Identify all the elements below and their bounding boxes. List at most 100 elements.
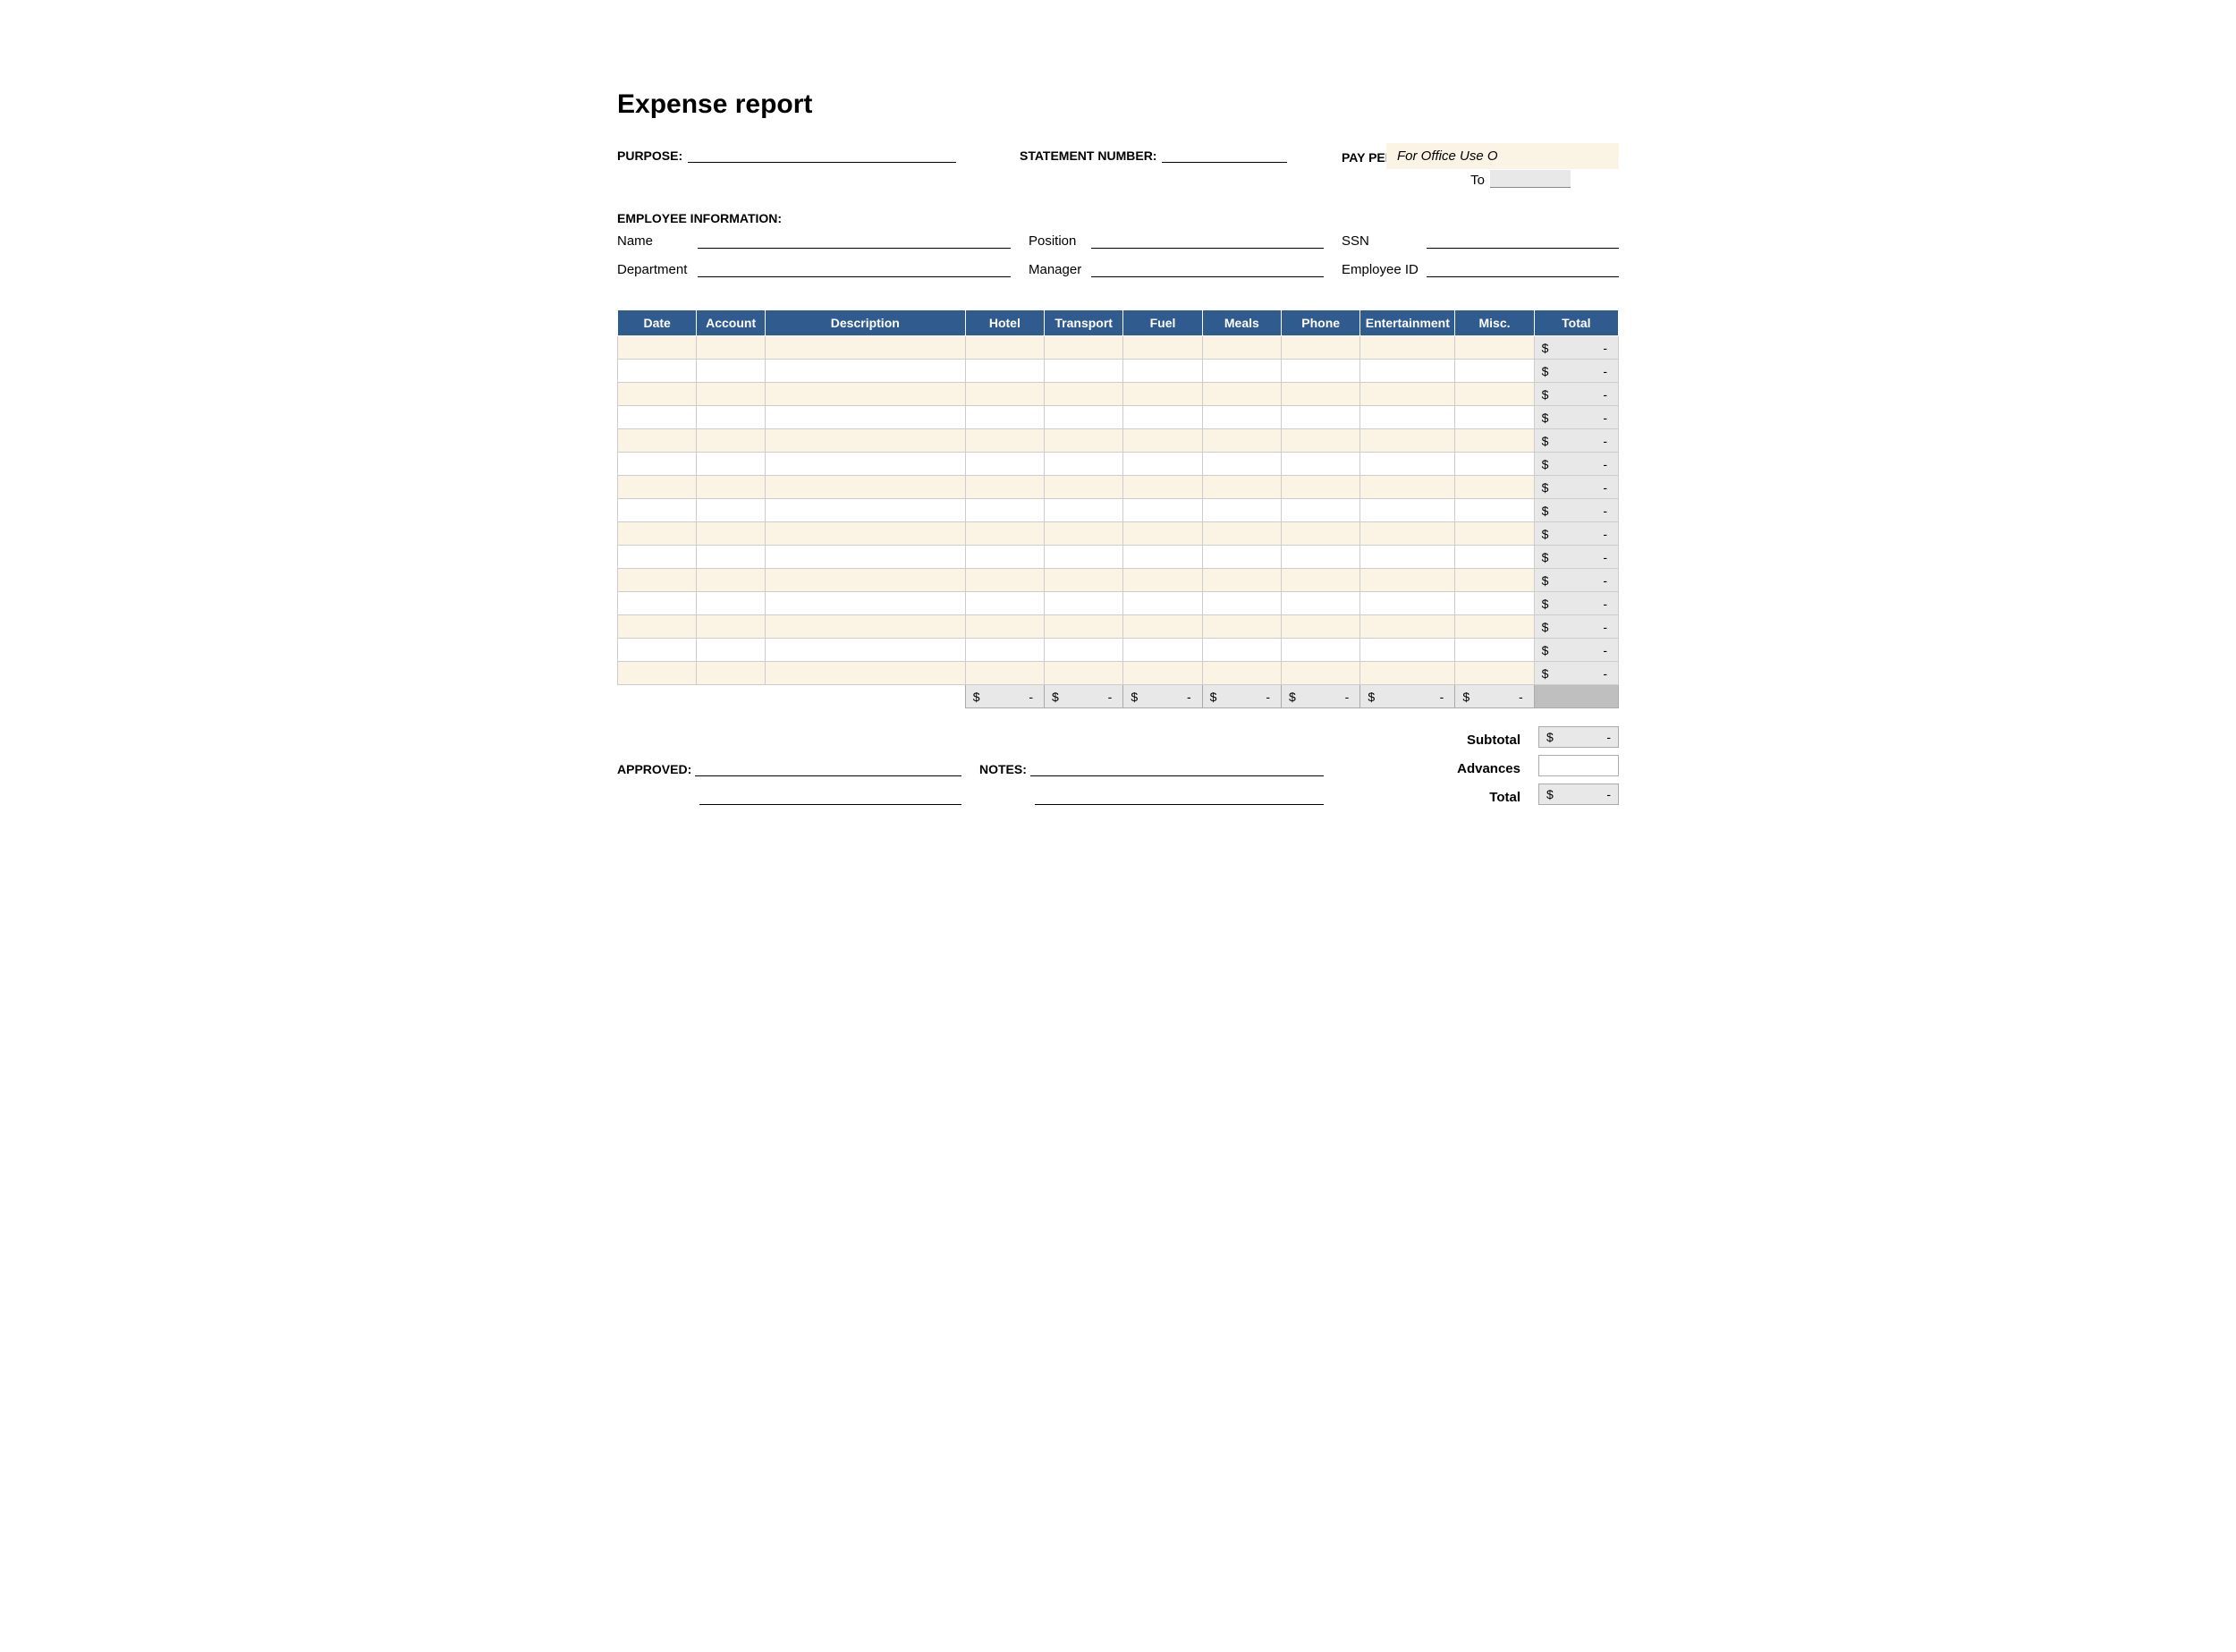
table-cell[interactable] [1282, 522, 1360, 546]
table-cell[interactable] [1360, 429, 1455, 453]
table-cell[interactable] [1360, 546, 1455, 569]
table-cell[interactable] [1360, 592, 1455, 615]
table-cell[interactable] [1455, 360, 1534, 383]
table-cell[interactable] [1045, 453, 1123, 476]
table-cell[interactable] [1360, 360, 1455, 383]
table-cell[interactable] [965, 592, 1044, 615]
table-cell[interactable] [618, 453, 697, 476]
notes-input-2[interactable] [1035, 789, 1324, 805]
table-cell[interactable] [1360, 453, 1455, 476]
table-cell[interactable] [1045, 406, 1123, 429]
table-cell[interactable] [965, 615, 1044, 639]
table-cell[interactable] [1455, 336, 1534, 360]
table-cell[interactable] [1455, 662, 1534, 685]
table-cell[interactable] [1045, 522, 1123, 546]
table-cell[interactable] [765, 592, 965, 615]
table-cell[interactable] [1455, 476, 1534, 499]
table-cell[interactable] [1360, 639, 1455, 662]
table-cell[interactable] [618, 406, 697, 429]
table-cell[interactable] [1045, 499, 1123, 522]
table-cell[interactable] [1045, 429, 1123, 453]
table-cell[interactable] [1045, 615, 1123, 639]
table-cell[interactable] [965, 406, 1044, 429]
advances-value[interactable] [1538, 755, 1619, 776]
table-cell[interactable] [1282, 429, 1360, 453]
table-cell[interactable] [765, 639, 965, 662]
table-cell[interactable] [618, 499, 697, 522]
table-cell[interactable] [618, 476, 697, 499]
table-cell[interactable] [1123, 476, 1202, 499]
table-cell[interactable] [1045, 569, 1123, 592]
table-cell[interactable] [1282, 569, 1360, 592]
table-cell[interactable] [1045, 662, 1123, 685]
ssn-input[interactable] [1427, 233, 1619, 249]
table-cell[interactable] [1123, 569, 1202, 592]
department-input[interactable] [698, 261, 1011, 277]
table-cell[interactable] [1360, 662, 1455, 685]
table-cell[interactable] [1045, 383, 1123, 406]
table-cell[interactable] [1455, 569, 1534, 592]
table-cell[interactable] [1282, 453, 1360, 476]
position-input[interactable] [1091, 233, 1324, 249]
table-cell[interactable] [697, 453, 766, 476]
table-cell[interactable] [618, 639, 697, 662]
table-cell[interactable] [1455, 615, 1534, 639]
table-cell[interactable] [618, 662, 697, 685]
table-cell[interactable] [618, 546, 697, 569]
table-cell[interactable] [965, 360, 1044, 383]
table-cell[interactable] [1202, 336, 1281, 360]
statement-number-input[interactable] [1162, 147, 1287, 163]
table-cell[interactable] [965, 383, 1044, 406]
table-cell[interactable] [1282, 476, 1360, 499]
table-cell[interactable] [1282, 499, 1360, 522]
table-cell[interactable] [1202, 569, 1281, 592]
table-cell[interactable] [618, 336, 697, 360]
table-cell[interactable] [1455, 429, 1534, 453]
table-cell[interactable] [765, 476, 965, 499]
table-cell[interactable] [618, 569, 697, 592]
table-cell[interactable] [1202, 592, 1281, 615]
table-cell[interactable] [1360, 336, 1455, 360]
table-cell[interactable] [697, 406, 766, 429]
table-cell[interactable] [765, 499, 965, 522]
table-cell[interactable] [1360, 499, 1455, 522]
table-cell[interactable] [1202, 499, 1281, 522]
table-cell[interactable] [1360, 383, 1455, 406]
table-cell[interactable] [1455, 592, 1534, 615]
table-cell[interactable] [1202, 406, 1281, 429]
table-cell[interactable] [618, 383, 697, 406]
table-cell[interactable] [1202, 383, 1281, 406]
table-cell[interactable] [1045, 546, 1123, 569]
table-cell[interactable] [1360, 406, 1455, 429]
table-cell[interactable] [697, 546, 766, 569]
table-cell[interactable] [1123, 546, 1202, 569]
table-cell[interactable] [1202, 546, 1281, 569]
table-cell[interactable] [1045, 476, 1123, 499]
table-cell[interactable] [697, 522, 766, 546]
table-cell[interactable] [618, 522, 697, 546]
table-cell[interactable] [765, 383, 965, 406]
table-cell[interactable] [618, 615, 697, 639]
table-cell[interactable] [1282, 406, 1360, 429]
table-cell[interactable] [1455, 522, 1534, 546]
table-cell[interactable] [765, 453, 965, 476]
table-cell[interactable] [965, 639, 1044, 662]
table-cell[interactable] [1123, 662, 1202, 685]
table-cell[interactable] [1360, 522, 1455, 546]
table-cell[interactable] [965, 336, 1044, 360]
table-cell[interactable] [697, 569, 766, 592]
table-cell[interactable] [1123, 453, 1202, 476]
table-cell[interactable] [765, 662, 965, 685]
table-cell[interactable] [1455, 406, 1534, 429]
table-cell[interactable] [765, 336, 965, 360]
table-cell[interactable] [1282, 383, 1360, 406]
table-cell[interactable] [1282, 546, 1360, 569]
table-cell[interactable] [1202, 662, 1281, 685]
table-cell[interactable] [1045, 592, 1123, 615]
table-cell[interactable] [1123, 639, 1202, 662]
table-cell[interactable] [965, 499, 1044, 522]
table-cell[interactable] [1202, 615, 1281, 639]
table-cell[interactable] [1202, 639, 1281, 662]
table-cell[interactable] [1202, 429, 1281, 453]
table-cell[interactable] [697, 662, 766, 685]
